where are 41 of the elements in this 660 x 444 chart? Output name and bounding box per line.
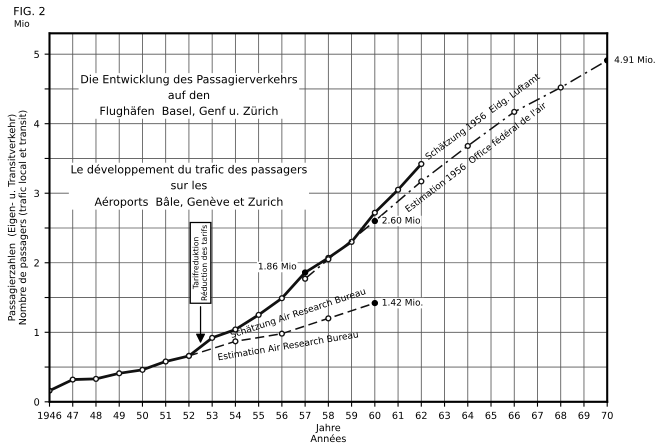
x-tick-label: 64 (462, 412, 474, 420)
x-tick-label: 62 (416, 412, 427, 420)
y-tick-label: 0 (34, 398, 40, 406)
x-tick-label: 59 (346, 412, 358, 420)
x-tick-label: 48 (90, 412, 102, 420)
y-tick-label: 2 (34, 259, 39, 266)
x-tick-label: 68 (555, 412, 566, 420)
y-tick-label: 4 (34, 120, 40, 128)
x-tick-label: 63 (439, 412, 450, 420)
y-tick-label: 3 (34, 190, 39, 198)
text: Mio (14, 20, 30, 27)
y-axis-title: Passagierzahlen (Eigen- u. Transitverkehr) Nombre de passagers (trafic local et transit) (8, 110, 28, 324)
x-tick-label: 49 (114, 412, 125, 420)
x-tick-label: 60 (369, 412, 380, 420)
annotation: 4.91 Mio. (614, 56, 655, 64)
x-tick-label: 57 (300, 412, 310, 420)
annotation: 1.42 Mio. (382, 298, 422, 306)
x-tick-label: 66 (508, 412, 520, 420)
x-tick-label: 70 (602, 412, 613, 420)
x-tick-label: 58 (322, 412, 334, 420)
annotation: 1.86 Mio (258, 262, 296, 270)
x-tick-label: 52 (183, 412, 194, 420)
x-tick-label: 69 (578, 412, 590, 420)
x-tick-label: 50 (137, 412, 148, 420)
caption: FIG. 2 (14, 6, 44, 16)
x-tick-label: 53 (206, 412, 218, 420)
x-tick-label: 61 (392, 412, 404, 420)
x-tick-label: 56 (276, 412, 288, 420)
x-tick-label: 55 (253, 412, 264, 420)
text: Die Entwicklung des Passagierverkehrs auf den Flughäfen Basel, Genf u. Zürich (81, 74, 298, 118)
x-tick-label: 67 (532, 412, 543, 420)
x-tick-label: 51 (160, 412, 171, 420)
x-tick-label: 65 (486, 412, 496, 420)
x-tick-label: 54 (230, 412, 242, 420)
x-tick-label: 47 (67, 412, 78, 419)
text: Le développement du trafic des passagers sur les Aéroports Bâle, Genève et Zurich (72, 164, 307, 208)
annotation: 2.60 Mio (382, 216, 420, 224)
x-tick-label: 1946 (38, 412, 62, 420)
x-axis-title: Jahre Années (310, 424, 346, 442)
y-tick-label: 5 (34, 50, 39, 58)
y-tick-label: 1 (34, 328, 39, 336)
